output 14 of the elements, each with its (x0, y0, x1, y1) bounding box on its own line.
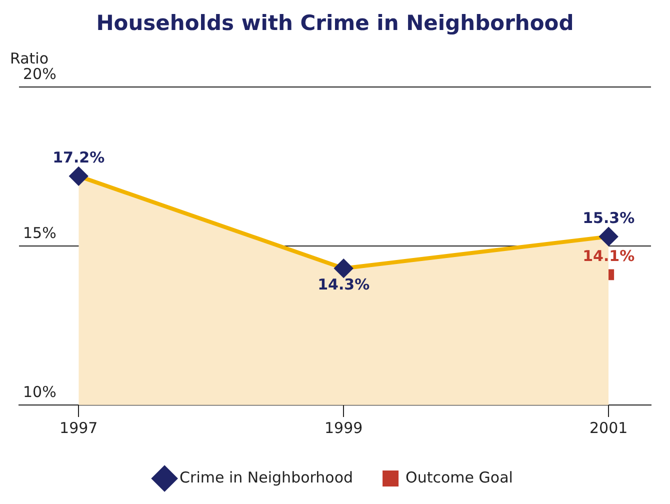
data-label: 15.3% (582, 208, 635, 227)
legend-label: Crime in Neighborhood (180, 468, 354, 486)
x-tick-label: 2001 (590, 418, 628, 437)
data-label: 14.1% (582, 247, 635, 266)
legend-label: Outcome Goal (406, 468, 513, 486)
y-tick-label: 20% (23, 65, 56, 84)
y-tick-label: 15% (23, 224, 56, 242)
data-label: 17.2% (52, 148, 105, 167)
data-label: 14.3% (318, 276, 370, 294)
y-axis-title: Ratio (10, 50, 49, 68)
x-tick-label: 1997 (60, 418, 98, 437)
x-tick-label: 1999 (324, 418, 363, 437)
chart-title: Households with Crime in Neighborhood (96, 11, 574, 36)
y-tick-label: 10% (23, 382, 56, 401)
